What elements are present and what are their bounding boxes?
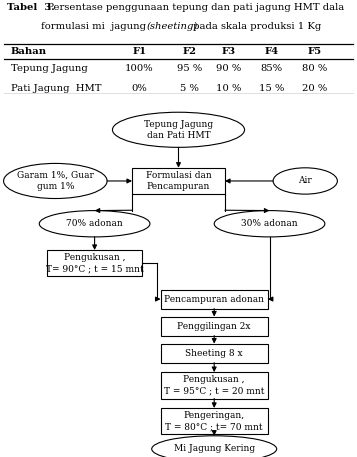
Text: (sheeting): (sheeting) [146,21,198,31]
Text: F5: F5 [307,47,321,56]
Text: F3: F3 [221,47,236,56]
Text: Mi Jagung Kering: Mi Jagung Kering [174,445,255,453]
Text: F2: F2 [182,47,196,56]
Text: Formulasi dan
Pencampuran: Formulasi dan Pencampuran [146,171,211,191]
Text: Bahan: Bahan [11,47,47,56]
Text: 15 %: 15 % [258,85,284,93]
Text: 100%: 100% [125,64,154,73]
Text: 5 %: 5 % [180,85,198,93]
Text: Pengeringan,
T = 80°C ; t= 70 mnt: Pengeringan, T = 80°C ; t= 70 mnt [165,411,263,431]
Text: pada skala produksi 1 Kg: pada skala produksi 1 Kg [190,21,321,31]
Text: Tepung Jagung
dan Pati HMT: Tepung Jagung dan Pati HMT [144,120,213,140]
Bar [132,168,225,194]
Text: 85%: 85% [260,64,282,73]
Bar [161,290,268,308]
Text: Pengukusan ,
T= 90°C ; t = 15 mnt: Pengukusan , T= 90°C ; t = 15 mnt [46,253,144,273]
Text: 70% adonan: 70% adonan [66,219,123,228]
Bar [161,317,268,335]
Text: 0%: 0% [131,85,147,93]
Text: Pati Jagung  HMT: Pati Jagung HMT [11,85,101,93]
Bar [47,250,142,276]
Text: Air: Air [298,176,312,186]
Text: Garam 1%, Guar
gum 1%: Garam 1%, Guar gum 1% [17,171,94,191]
Text: Persentase penggunaan tepung dan pati jagung HMT dala: Persentase penggunaan tepung dan pati ja… [41,3,344,12]
Text: Pengukusan ,
T = 95°C ; t = 20 mnt: Pengukusan , T = 95°C ; t = 20 mnt [164,375,265,395]
Text: formulasi mi  jagung: formulasi mi jagung [41,21,149,31]
Bar [161,344,268,363]
Text: Tabel  3.: Tabel 3. [7,3,55,12]
Text: 20 %: 20 % [302,85,327,93]
Text: Penggilingan 2x: Penggilingan 2x [177,322,251,330]
Text: 10 %: 10 % [216,85,241,93]
Text: Pencampuran adonan: Pencampuran adonan [164,295,264,303]
Text: F4: F4 [264,47,278,56]
Bar [161,408,268,434]
Text: 95 %: 95 % [177,64,202,73]
Text: F1: F1 [132,47,146,56]
Text: 90 %: 90 % [216,64,241,73]
Text: 30% adonan: 30% adonan [241,219,298,228]
Text: Tepung Jagung: Tepung Jagung [11,64,87,73]
Text: 80 %: 80 % [302,64,327,73]
Bar [161,372,268,399]
Text: Sheeting 8 x: Sheeting 8 x [185,349,243,358]
